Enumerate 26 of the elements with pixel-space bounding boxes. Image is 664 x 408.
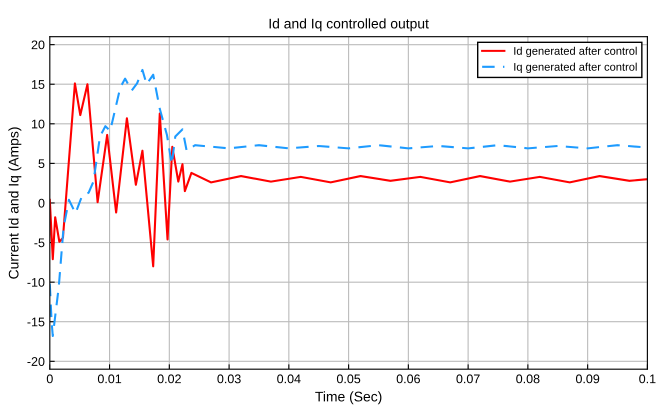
y-tick-label: -5 (34, 238, 44, 248)
x-tick-label: 0.09 (576, 374, 600, 384)
line-series (50, 82, 648, 268)
x-tick-label: 0.1 (639, 374, 656, 384)
y-tick-label: 20 (32, 40, 44, 50)
x-tick-label: 0.03 (217, 374, 241, 384)
x-tick-label: 0.02 (158, 374, 181, 384)
y-tick-label: -10 (27, 278, 44, 287)
y-tick-label: 15 (32, 80, 44, 89)
y-axis-title: Current Id and Iq (Amps) (8, 127, 22, 279)
y-tick-label: -15 (27, 318, 44, 326)
x-tick-label: 0.05 (336, 374, 360, 384)
y-tick-label: 5 (38, 159, 44, 168)
y-tick-label: 10 (32, 120, 44, 128)
legend-label: Id generated after control (514, 46, 637, 58)
x-tick-label: 0.01 (98, 374, 122, 384)
x-tick-label: 0.08 (516, 374, 540, 384)
y-tick-label: 0 (38, 198, 44, 208)
x-tick-label: 0 (46, 374, 53, 384)
chart-title: Id and Iq controlled output (270, 18, 429, 32)
x-tick-label: 0.04 (277, 374, 301, 384)
x-axis-title: Time (Sec) (315, 391, 382, 404)
x-tick-label: 0.07 (456, 374, 480, 384)
x-tick-label: 0.06 (396, 374, 420, 384)
legend-label: Iq generated after control (514, 62, 637, 73)
y-tick-label: -20 (27, 357, 44, 366)
